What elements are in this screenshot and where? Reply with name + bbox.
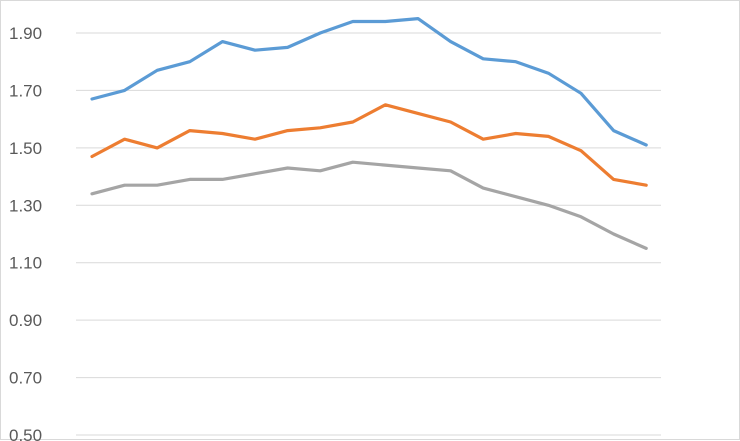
y-tick-label: 0.70 xyxy=(9,369,42,388)
y-tick-label: 0.50 xyxy=(9,426,42,441)
series-line-3 xyxy=(90,160,648,250)
series-lines xyxy=(90,17,648,250)
series-line-1 xyxy=(90,17,648,147)
y-tick-label: 1.10 xyxy=(9,254,42,273)
y-tick-label: 1.50 xyxy=(9,139,42,158)
y-tick-label: 1.90 xyxy=(9,24,42,43)
y-tick-label: 0.90 xyxy=(9,311,42,330)
series-line-2 xyxy=(90,103,648,187)
y-tick-label: 1.70 xyxy=(9,81,42,100)
y-tick-label: 1.30 xyxy=(9,196,42,215)
gridlines xyxy=(76,32,661,436)
y-axis-ticks: 0.50 0.70 0.90 1.10 1.30 1.50 1.70 1.90 xyxy=(9,24,42,441)
